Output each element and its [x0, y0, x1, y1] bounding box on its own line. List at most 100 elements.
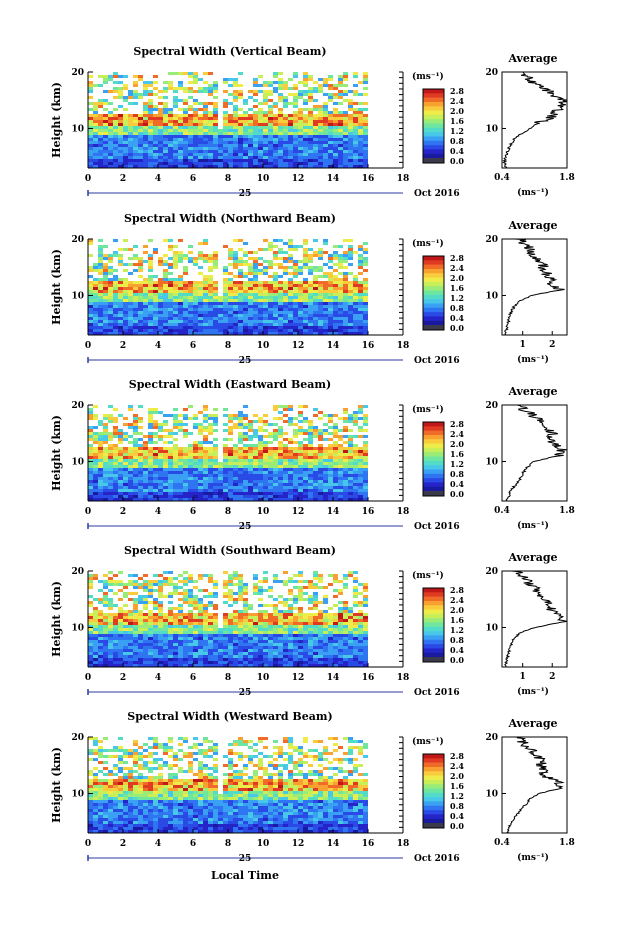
heatmap-cell	[193, 595, 198, 598]
heatmap-cell	[328, 281, 333, 284]
heatmap-cell	[313, 156, 318, 159]
colorbar-tick-label: 2.4	[450, 263, 464, 273]
heatmap-cell	[178, 284, 183, 287]
heatmap-cell	[143, 162, 148, 165]
heatmap-cell	[163, 153, 168, 156]
heatmap-cell	[233, 150, 238, 153]
heatmap-cell	[318, 132, 323, 135]
heatmap-cell	[223, 320, 228, 323]
heatmap-cell	[273, 254, 278, 257]
heatmap-cell	[108, 132, 113, 135]
heatmap-cell	[168, 266, 173, 269]
heatmap-cell	[213, 453, 218, 456]
heatmap-cell	[153, 105, 158, 108]
heatmap-cell	[193, 132, 198, 135]
heatmap-cell	[303, 477, 308, 480]
heatmap-cell	[263, 159, 268, 162]
heatmap-cell	[93, 652, 98, 655]
heatmap-cell	[113, 129, 118, 132]
heatmap-cell	[228, 284, 233, 287]
heatmap-cell	[148, 102, 153, 105]
heatmap-cell	[283, 287, 288, 290]
heatmap-cell	[183, 598, 188, 601]
heatmap-cell	[158, 111, 163, 114]
heatmap-cell	[183, 649, 188, 652]
heatmap-cell	[238, 123, 243, 126]
heatmap-cell	[228, 468, 233, 471]
heatmap-cell	[148, 640, 153, 643]
heatmap-cell	[103, 263, 108, 266]
heatmap-cell	[88, 120, 93, 123]
heatmap-cell	[278, 108, 283, 111]
heatmap-cell	[103, 114, 108, 117]
heatmap-cell	[328, 305, 333, 308]
heatmap-cell	[168, 658, 173, 661]
heatmap-cell	[148, 447, 153, 450]
heatmap-cell	[148, 471, 153, 474]
heatmap-cell	[213, 332, 218, 335]
heatmap-cell	[288, 257, 293, 260]
heatmap-cell	[133, 159, 138, 162]
heatmap-cell	[88, 432, 93, 435]
heatmap-cell	[263, 269, 268, 272]
heatmap-cell	[263, 132, 268, 135]
colorbar-swatch	[423, 260, 444, 265]
heatmap-cell	[163, 631, 168, 634]
heatmap-cell	[93, 477, 98, 480]
heatmap-cell	[283, 257, 288, 260]
heatmap-cell	[103, 619, 108, 622]
colorbar-swatch	[423, 140, 444, 146]
heatmap-cell	[108, 577, 113, 580]
heatmap-cell	[363, 329, 368, 332]
heatmap-cell	[228, 278, 233, 281]
heatmap-cell	[158, 643, 163, 646]
heatmap-cell	[203, 129, 208, 132]
heatmap-cell	[248, 317, 253, 320]
heatmap-cell	[343, 462, 348, 465]
heatmap-cell	[178, 483, 183, 486]
heatmap-cell	[103, 311, 108, 314]
heatmap-cell	[183, 456, 188, 459]
heatmap-cell	[143, 583, 148, 586]
heatmap-cell	[118, 625, 123, 628]
heatmap-cell	[113, 287, 118, 290]
heatmap-cell	[103, 628, 108, 631]
heatmap-cell	[288, 462, 293, 465]
heatmap-cell	[288, 239, 293, 242]
heatmap-cell	[348, 248, 353, 251]
heatmap-cell	[103, 625, 108, 628]
heatmap-cell	[218, 332, 223, 335]
heatmap-cell	[108, 144, 113, 147]
heatmap-cell	[123, 450, 128, 453]
month-label: Oct 2016	[414, 356, 460, 366]
heatmap-cell	[178, 150, 183, 153]
heatmap-cell	[183, 326, 188, 329]
heatmap-cell	[143, 156, 148, 159]
heatmap-cell	[108, 317, 113, 320]
heatmap-cell	[358, 102, 363, 105]
heatmap-cell	[303, 239, 308, 242]
heatmap-cell	[153, 574, 158, 577]
heatmap-cell	[103, 486, 108, 489]
heatmap-cell	[358, 462, 363, 465]
heatmap-cell	[138, 595, 143, 598]
heatmap-cell	[268, 462, 273, 465]
heatmap-cell	[323, 147, 328, 150]
heatmap-cell	[178, 156, 183, 159]
heatmap-cell	[303, 311, 308, 314]
heatmap-cell	[228, 320, 233, 323]
heatmap-cell	[148, 459, 153, 462]
heatmap-cell	[358, 156, 363, 159]
heatmap-cell	[148, 275, 153, 278]
heatmap-cell	[208, 114, 213, 117]
heatmap-cell	[313, 477, 318, 480]
heatmap-cell	[338, 84, 343, 87]
heatmap-cell	[258, 498, 263, 501]
heatmap-cell	[198, 153, 203, 156]
heatmap-cell	[88, 417, 93, 420]
heatmap-cell	[288, 147, 293, 150]
heatmap-cell	[238, 248, 243, 251]
heatmap-cell	[168, 474, 173, 477]
heatmap-cell	[283, 296, 288, 299]
heatmap-cell	[308, 456, 313, 459]
